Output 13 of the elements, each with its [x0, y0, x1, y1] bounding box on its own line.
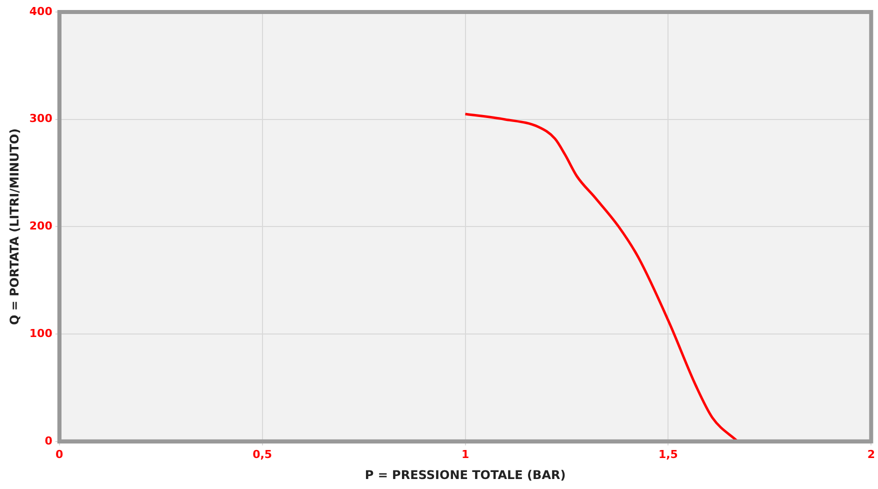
x-tick-label: 0,5: [252, 448, 272, 461]
x-axis-title: P = PRESSIONE TOTALE (BAR): [364, 468, 566, 482]
y-tick-label: 100: [29, 326, 53, 340]
y-tick-label: 400: [29, 4, 53, 18]
x-tick-label: 2: [867, 448, 875, 461]
y-tick-label: 0: [44, 434, 53, 448]
y-axis-title: Q = PORTATA (LITRI/MINUTO): [7, 128, 22, 325]
line-series: [464, 112, 739, 442]
y-tick-label: 300: [29, 112, 53, 126]
x-tick-label: 1,5: [658, 448, 678, 461]
y-tick-label: 200: [29, 220, 53, 233]
x-tick-label: 1: [461, 448, 470, 461]
x-tick-label: 0: [56, 448, 64, 461]
